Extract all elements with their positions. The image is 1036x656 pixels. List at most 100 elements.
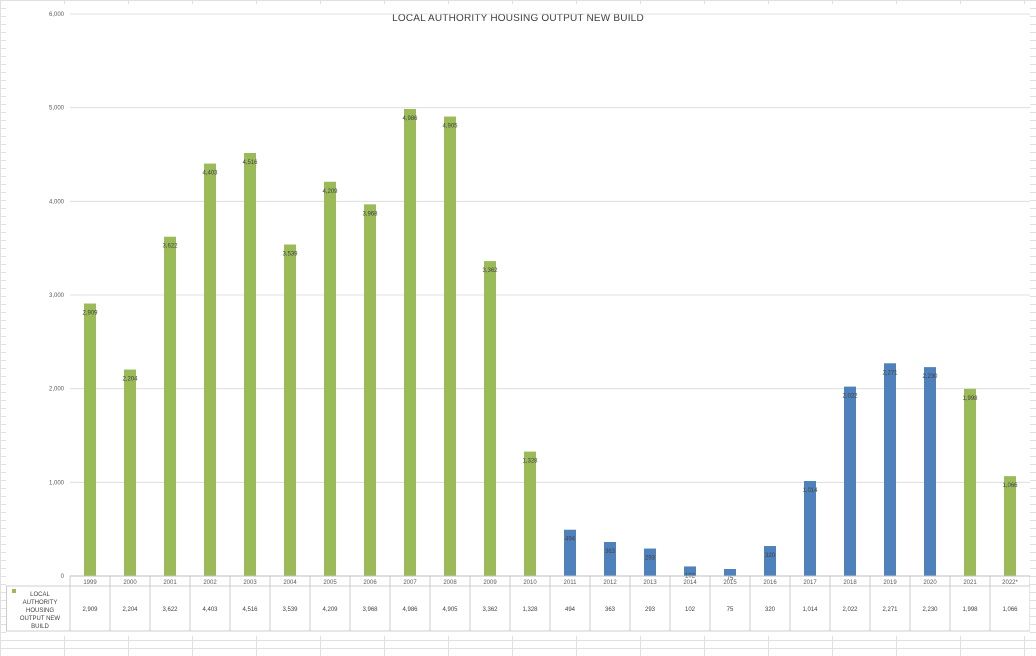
data-label: 2,271: [882, 370, 898, 376]
data-label: 363: [605, 549, 616, 555]
data-label: 2,022: [842, 394, 858, 400]
bar-chart: 0 1,000 2,000 3,000 4,000 5,000 6,000 2,909 1999…: [6, 12, 1030, 632]
bar[interactable]: [404, 108, 416, 576]
data-label: 2,204: [122, 377, 138, 383]
table-cell-value: 4,403: [202, 607, 218, 613]
data-label: 3,539: [282, 252, 298, 258]
bar[interactable]: [364, 204, 376, 576]
data-label: 4,905: [442, 124, 458, 130]
table-cell-value: 75: [727, 607, 734, 613]
x-tick-label: 2017: [803, 580, 817, 586]
y-tick-label: 4,000: [49, 199, 65, 205]
bar[interactable]: [1004, 476, 1016, 576]
y-tick-label: 3,000: [49, 293, 65, 299]
chart-area[interactable]: LOCAL AUTHORITY HOUSING OUTPUT NEW BUILD…: [6, 4, 1030, 636]
data-label: 2,230: [922, 374, 938, 380]
bar[interactable]: [164, 236, 176, 577]
bar[interactable]: [804, 481, 816, 576]
bar[interactable]: [604, 541, 616, 576]
table-cell-value: 3,539: [282, 607, 298, 613]
data-label: 1,014: [802, 488, 818, 494]
bar[interactable]: [444, 116, 456, 576]
table-cell-value: 4,209: [322, 607, 338, 613]
bar[interactable]: [764, 546, 776, 576]
bar[interactable]: [884, 363, 896, 576]
x-tick-label: 2003: [243, 580, 257, 586]
data-label: 4,209: [322, 189, 338, 195]
bar[interactable]: [284, 244, 296, 576]
data-label: 320: [765, 553, 776, 559]
table-cell-value: 1,998: [962, 607, 978, 613]
table-cell-value: 2,909: [82, 607, 98, 613]
bar[interactable]: [324, 181, 336, 576]
data-label: 1,328: [522, 459, 538, 465]
x-tick-label: 2005: [323, 580, 337, 586]
y-tick-label: 5,000: [49, 106, 65, 112]
x-tick-label: 2009: [483, 580, 497, 586]
data-label: 1,066: [1002, 483, 1018, 489]
table-cell-value: 2,271: [882, 607, 898, 613]
legend-label: LOCAL AUTHORITY HOUSING OUTPUT NEW BUILD: [20, 592, 61, 630]
bar[interactable]: [924, 367, 936, 576]
x-tick-label: 2007: [403, 580, 417, 586]
data-label: 293: [645, 556, 656, 562]
data-label: 3,968: [362, 211, 378, 217]
bar[interactable]: [564, 529, 576, 576]
table-cell-value: 363: [605, 607, 616, 613]
table-cell-value: 494: [565, 607, 576, 613]
table-cell-value: 2,022: [842, 607, 858, 613]
y-tick-label: 1,000: [49, 480, 65, 486]
bar[interactable]: [724, 568, 736, 576]
bar[interactable]: [524, 451, 536, 576]
bar[interactable]: [84, 303, 96, 576]
bar[interactable]: [484, 261, 496, 576]
data-label: 3,622: [162, 244, 178, 250]
bar[interactable]: [244, 153, 256, 576]
x-tick-label: 2012: [603, 580, 617, 586]
bar[interactable]: [684, 566, 696, 576]
table-cell-value: 4,905: [442, 607, 458, 613]
bar[interactable]: [644, 548, 656, 576]
y-tick-label: 6,000: [49, 12, 65, 18]
data-label: 2,909: [82, 311, 98, 317]
data-label: 494: [565, 537, 576, 543]
data-label: 4,986: [402, 116, 418, 122]
data-label: 4,403: [202, 171, 218, 177]
data-label: 3,362: [482, 268, 498, 274]
x-tick-label: 2019: [883, 580, 897, 586]
x-tick-label: 2015: [723, 580, 737, 586]
table-cell-value: 2,230: [922, 607, 938, 613]
x-tick-label: 2006: [363, 580, 377, 586]
x-tick-label: 2020: [923, 580, 937, 586]
chart-title: LOCAL AUTHORITY HOUSING OUTPUT NEW BUILD: [392, 13, 644, 24]
x-tick-label: 2001: [163, 580, 177, 586]
table-cell-value: 293: [645, 607, 656, 613]
table-cell-value: 3,362: [482, 607, 498, 613]
y-tick-label: 2,000: [49, 387, 65, 393]
table-cell-value: 4,516: [242, 607, 258, 613]
x-tick-label: 2014: [683, 580, 697, 586]
bar[interactable]: [964, 388, 976, 576]
x-tick-label: 2011: [564, 580, 578, 586]
table-cell-value: 320: [765, 607, 776, 613]
x-tick-label: 2022*: [1002, 580, 1018, 586]
table-cell-value: 2,204: [122, 607, 138, 613]
table-cell-value: 1,066: [1002, 607, 1018, 613]
x-tick-label: 2021: [963, 580, 977, 586]
table-cell-value: 1,328: [522, 607, 538, 613]
table-cell-value: 3,968: [362, 607, 378, 613]
x-tick-label: 2013: [643, 580, 657, 586]
bar[interactable]: [844, 386, 856, 576]
table-cell-value: 102: [685, 607, 696, 613]
bar[interactable]: [204, 163, 216, 576]
bar[interactable]: [124, 369, 136, 576]
legend-key: [12, 589, 16, 593]
x-tick-label: 2018: [843, 580, 857, 586]
table-cell-value: 1,014: [802, 607, 818, 613]
table-cell-value: 3,622: [162, 607, 178, 613]
x-tick-label: 2004: [283, 580, 297, 586]
x-tick-label: 2000: [123, 580, 137, 586]
x-tick-label: 2016: [763, 580, 777, 586]
data-label: 4,516: [242, 160, 258, 166]
x-tick-label: 2010: [523, 580, 537, 586]
